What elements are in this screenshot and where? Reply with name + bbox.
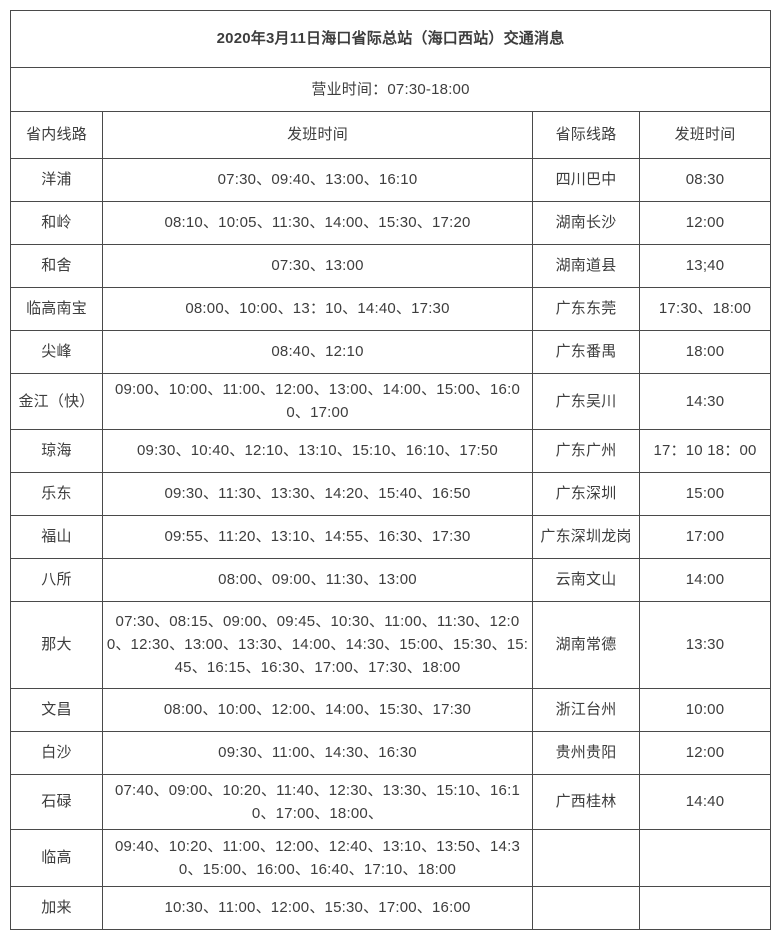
interprovincial-route-name: 广东东莞 bbox=[532, 287, 640, 331]
table-row: 洋浦 07:30、09:40、13:00、16:10 四川巴中 08:30 bbox=[10, 158, 772, 202]
table-row: 和舍 07:30、13:00 湖南道县 13;40 bbox=[10, 244, 772, 288]
interprovincial-departure-times bbox=[638, 886, 772, 930]
interprovincial-departure-times: 18:00 bbox=[638, 330, 772, 374]
timetable-sheet: 2020年3月11日海口省际总站（海口西站）交通消息 营业时间：07:30-18… bbox=[9, 10, 772, 930]
interprovincial-departure-times: 12:00 bbox=[638, 201, 772, 245]
local-route-name: 加来 bbox=[10, 886, 103, 930]
interprovincial-route-name: 湖南长沙 bbox=[532, 201, 640, 245]
interprovincial-departure-times: 13;40 bbox=[638, 244, 772, 288]
local-route-name: 石碌 bbox=[10, 773, 103, 830]
interprovincial-departure-times: 08:30 bbox=[638, 158, 772, 202]
timetable-body: 2020年3月11日海口省际总站（海口西站）交通消息 营业时间：07:30-18… bbox=[9, 10, 772, 930]
table-row: 乐东 09:30、11:30、13:30、14:20、15:40、16:50 广东深… bbox=[10, 471, 772, 516]
table-row: 那大 07:30、08:15、09:00、09:45、10:30、11:00、11… bbox=[10, 600, 772, 689]
interprovincial-departure-times: 17:30、18:00 bbox=[638, 287, 772, 331]
table-row: 临高南宝 08:00、10:00、13：10、14:40、17:30 广东东莞 17:… bbox=[10, 287, 772, 331]
local-departure-times: 09:40、10:20、11:00、12:00、12:40、13:10、13:5… bbox=[102, 829, 533, 887]
local-departure-times: 08:00、10:00、13：10、14:40、17:30 bbox=[102, 287, 533, 331]
interprovincial-route-name: 云南文山 bbox=[532, 557, 640, 602]
local-departure-times: 07:30、08:15、09:00、09:45、10:30、11:00、11:3… bbox=[102, 600, 533, 689]
local-departure-times: 10:30、11:00、12:00、15:30、17:00、16:00 bbox=[102, 886, 533, 930]
local-route-name: 福山 bbox=[10, 514, 103, 559]
title-row: 2020年3月11日海口省际总站（海口西站）交通消息 bbox=[9, 10, 772, 68]
local-route-name: 临高 bbox=[10, 829, 103, 887]
interprovincial-route-name: 湖南道县 bbox=[532, 244, 640, 288]
local-departure-times: 08:10、10:05、11:30、14:00、15:30、17:20 bbox=[102, 201, 533, 245]
interprovincial-route-name: 浙江台州 bbox=[532, 687, 640, 732]
local-route-name: 白沙 bbox=[10, 730, 103, 775]
interprovincial-route-name: 广东广州 bbox=[532, 428, 640, 473]
interprovincial-route-name bbox=[532, 829, 640, 887]
business-hours-row: 营业时间：07:30-18:00 bbox=[9, 67, 772, 112]
local-route-name: 文昌 bbox=[10, 687, 103, 732]
local-departure-times: 09:30、10:40、12:10、13:10、15:10、16:10、17:5… bbox=[102, 428, 533, 473]
local-departure-times: 08:00、10:00、12:00、14:00、15:30、17:30 bbox=[102, 687, 533, 732]
column-header-inter-route: 省际线路 bbox=[532, 111, 640, 159]
local-departure-times: 07:40、09:00、10:20、11:40、12:30、13:30、15:1… bbox=[102, 773, 533, 830]
local-route-name: 和岭 bbox=[10, 201, 103, 245]
local-route-name: 洋浦 bbox=[10, 158, 103, 202]
interprovincial-departure-times: 10:00 bbox=[638, 687, 772, 732]
interprovincial-route-name: 广东吴川 bbox=[532, 373, 640, 430]
local-departure-times: 07:30、09:40、13:00、16:10 bbox=[102, 158, 533, 202]
interprovincial-route-name: 贵州贵阳 bbox=[532, 730, 640, 775]
table-row: 琼海 09:30、10:40、12:10、13:10、15:10、16:10、17… bbox=[10, 428, 772, 473]
local-route-name: 乐东 bbox=[10, 471, 103, 516]
local-departure-times: 09:00、10:00、11:00、12:00、13:00、14:00、15:0… bbox=[102, 373, 533, 430]
local-route-name: 那大 bbox=[10, 600, 103, 689]
local-route-name: 尖峰 bbox=[10, 330, 103, 374]
table-row: 八所 08:00、09:00、11:30、13:00 云南文山 14:00 bbox=[10, 557, 772, 602]
table-row: 石碌 07:40、09:00、10:20、11:40、12:30、13:30、15… bbox=[10, 773, 772, 830]
local-departure-times: 09:30、11:00、14:30、16:30 bbox=[102, 730, 533, 775]
local-departure-times: 09:30、11:30、13:30、14:20、15:40、16:50 bbox=[102, 471, 533, 516]
table-row: 金江（快） 09:00、10:00、11:00、12:00、13:00、14:00… bbox=[10, 373, 772, 430]
interprovincial-route-name: 四川巴中 bbox=[532, 158, 640, 202]
bus-timetable: 2020年3月11日海口省际总站（海口西站）交通消息 营业时间：07:30-18… bbox=[9, 10, 772, 930]
local-route-name: 和舍 bbox=[10, 244, 103, 288]
interprovincial-departure-times: 14:00 bbox=[638, 557, 772, 602]
interprovincial-departure-times: 14:30 bbox=[638, 373, 772, 430]
table-row: 福山 09:55、11:20、13:10、14:55、16:30、17:30 广东深… bbox=[10, 514, 772, 559]
interprovincial-departure-times: 13:30 bbox=[638, 600, 772, 689]
interprovincial-route-name: 广东深圳龙岗 bbox=[532, 514, 640, 559]
column-header-inter-departure: 发班时间 bbox=[638, 111, 772, 159]
local-departure-times: 07:30、13:00 bbox=[102, 244, 533, 288]
local-departure-times: 09:55、11:20、13:10、14:55、16:30、17:30 bbox=[102, 514, 533, 559]
column-header-local-route: 省内线路 bbox=[10, 111, 103, 159]
interprovincial-route-name: 广东番禺 bbox=[532, 330, 640, 374]
local-route-name: 金江（快） bbox=[10, 373, 103, 430]
interprovincial-departure-times: 15:00 bbox=[638, 471, 772, 516]
local-departure-times: 08:40、12:10 bbox=[102, 330, 533, 374]
column-header-row: 省内线路 发班时间 省际线路 发班时间 bbox=[10, 111, 772, 159]
table-row: 白沙 09:30、11:00、14:30、16:30 贵州贵阳 12:00 bbox=[10, 730, 772, 775]
local-route-name: 临高南宝 bbox=[10, 287, 103, 331]
interprovincial-route-name: 广东深圳 bbox=[532, 471, 640, 516]
interprovincial-departure-times bbox=[638, 829, 772, 887]
local-route-name: 八所 bbox=[10, 557, 103, 602]
interprovincial-departure-times: 17:00 bbox=[638, 514, 772, 559]
local-route-name: 琼海 bbox=[10, 428, 103, 473]
business-hours: 营业时间：07:30-18:00 bbox=[9, 67, 772, 112]
column-header-local-departure: 发班时间 bbox=[102, 111, 533, 159]
table-row: 和岭 08:10、10:05、11:30、14:00、15:30、17:20 湖南长… bbox=[10, 201, 772, 245]
interprovincial-departure-times: 17：10 18：00 bbox=[638, 428, 772, 473]
interprovincial-route-name: 广西桂林 bbox=[532, 773, 640, 830]
page-title: 2020年3月11日海口省际总站（海口西站）交通消息 bbox=[9, 10, 772, 68]
table-row: 文昌 08:00、10:00、12:00、14:00、15:30、17:30 浙江台… bbox=[10, 687, 772, 732]
interprovincial-departure-times: 12:00 bbox=[638, 730, 772, 775]
table-row: 加来 10:30、11:00、12:00、15:30、17:00、16:00 bbox=[10, 886, 772, 930]
interprovincial-route-name bbox=[532, 886, 640, 930]
interprovincial-route-name: 湖南常德 bbox=[532, 600, 640, 689]
table-row: 临高 09:40、10:20、11:00、12:00、12:40、13:10、13… bbox=[10, 829, 772, 887]
table-row: 尖峰 08:40、12:10 广东番禺 18:00 bbox=[10, 330, 772, 374]
local-departure-times: 08:00、09:00、11:30、13:00 bbox=[102, 557, 533, 602]
interprovincial-departure-times: 14:40 bbox=[638, 773, 772, 830]
